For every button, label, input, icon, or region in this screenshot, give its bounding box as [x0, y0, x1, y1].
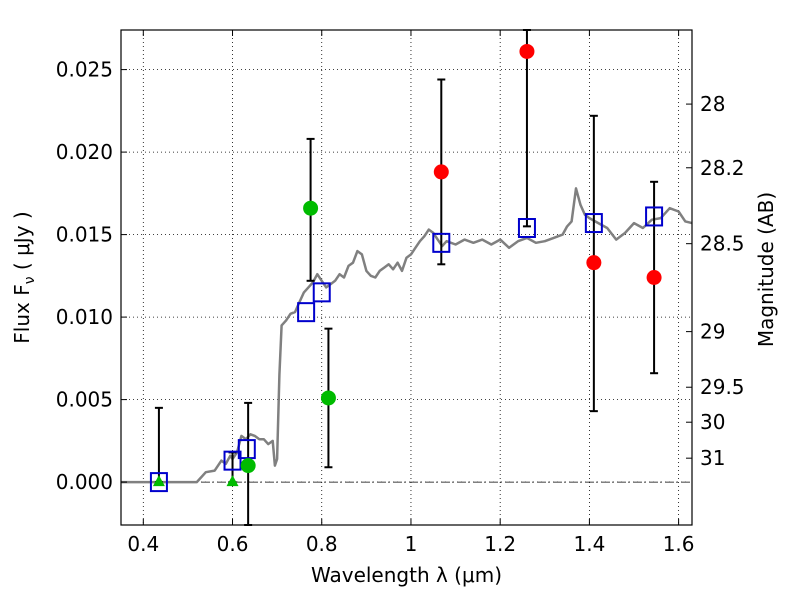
red-detection-point: [433, 164, 449, 180]
x-tick-label: 0.4: [127, 532, 159, 556]
x-tick-label: 0.8: [306, 532, 338, 556]
secondary-y-tick-label: 31: [700, 446, 725, 470]
y-axis-title-unit: ( μJy ): [10, 211, 34, 276]
template-flux-square: [645, 206, 664, 227]
red-detection-point: [646, 270, 662, 285]
secondary-y-axis-title: Magnitude (AB): [754, 192, 778, 347]
y-tick-label: 0.000: [56, 470, 113, 494]
secondary-y-tick-label: 28.5: [700, 232, 745, 256]
model-spectrum-line: [121, 187, 693, 484]
model-spectrum: [121, 187, 693, 484]
x-tick-label: 1.4: [573, 532, 605, 556]
secondary-y-tick-label: 29: [700, 320, 725, 344]
x-tick-label: 1.6: [663, 532, 695, 556]
secondary-y-tick-label: 29.5: [700, 375, 745, 399]
x-axis-title: Wavelength λ (μm): [311, 563, 502, 587]
red-detection-point: [519, 43, 535, 59]
secondary-y-tick-label: 28: [700, 92, 725, 116]
x-tick-label: 0.6: [217, 532, 249, 556]
template-flux-square: [223, 450, 242, 471]
secondary-y-tick-label: 28.2: [700, 156, 745, 180]
template-flux-square: [584, 213, 603, 234]
axis-ticks: 0.4 0.6 0.8 1 1.2 1.4 1.6 0.000 0.005 0.010 0.015 0…: [56, 30, 745, 556]
y-axis-title-main: Flux F: [10, 284, 34, 343]
template-flux-square: [517, 218, 536, 238]
x-tick-label: 1: [405, 532, 418, 556]
y-tick-label: 0.005: [56, 388, 113, 412]
secondary-y-tick-label: 30: [700, 410, 725, 434]
green-upper-limit-triangle: [152, 475, 165, 487]
green-detection-point: [320, 390, 336, 406]
green-detection-point: [303, 200, 319, 216]
y-tick-label: 0.020: [56, 140, 113, 164]
y-axis-title: Flux Fν ( μJy ): [10, 211, 38, 343]
template-flux-square: [432, 232, 451, 253]
grid-lines: [121, 30, 692, 525]
plot-area-frame: [120, 29, 693, 526]
y-tick-label: 0.015: [56, 223, 113, 247]
y-tick-label: 0.010: [56, 305, 113, 329]
red-detection-point: [586, 255, 602, 271]
green-detection-point: [240, 458, 256, 474]
template-flux-square: [312, 282, 331, 303]
x-tick-label: 1.2: [484, 532, 516, 556]
template-flux-square: [297, 302, 316, 323]
green-upper-limit-triangle: [226, 475, 239, 487]
y-tick-label: 0.025: [56, 58, 113, 82]
template-flux-square: [149, 472, 168, 493]
y-axis-title-subscript: ν: [22, 276, 38, 284]
data-markers: [149, 43, 664, 493]
template-flux-square: [237, 439, 256, 460]
